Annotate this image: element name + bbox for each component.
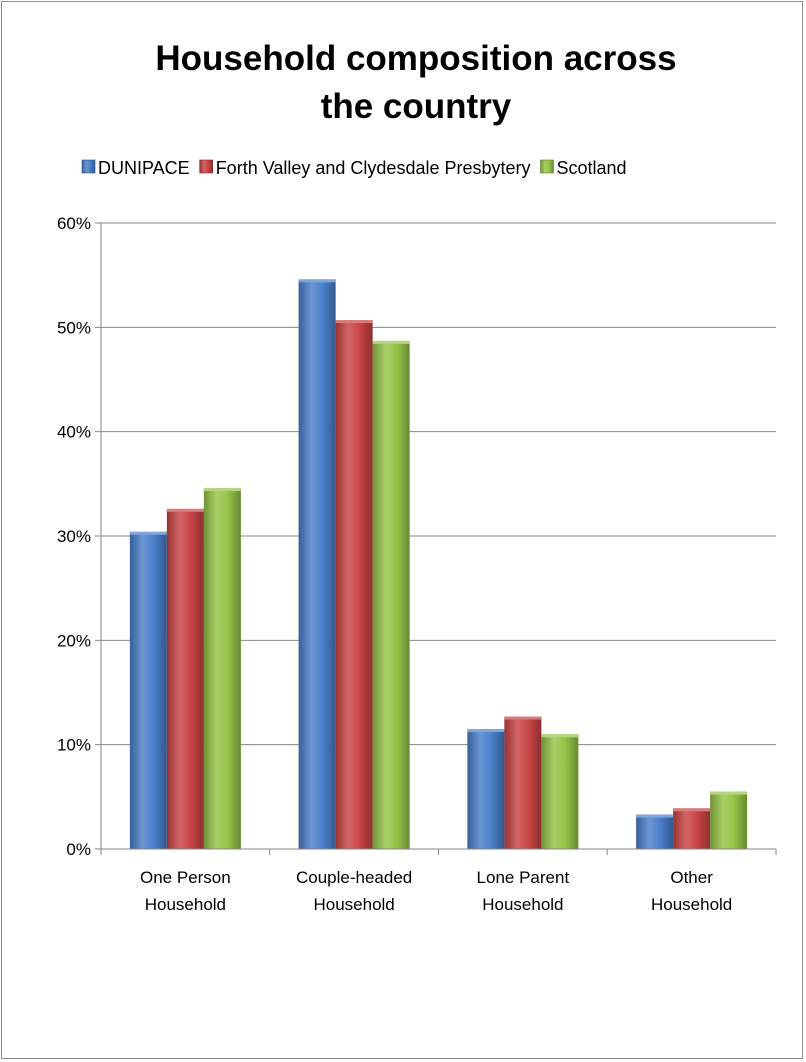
legend-item-scotland: Scotland	[540, 158, 627, 178]
axes	[100, 223, 777, 855]
x-category-label-line: Household	[145, 895, 226, 914]
bar-dunipace-couple-headed-household	[298, 279, 336, 850]
bar-top-highlight	[504, 716, 542, 720]
bar-forth-valley-and-clydesdale-presbytery-other-household	[673, 808, 711, 849]
x-category-label-line: Household	[313, 895, 394, 914]
bar-top-highlight	[166, 508, 204, 512]
x-category-label-line: One Person	[140, 868, 231, 887]
bar-body	[129, 531, 167, 849]
legend-swatch-forth-valley-and-clydesdale-presbytery	[199, 159, 213, 174]
bar-body	[504, 716, 542, 849]
bar-top-highlight	[673, 808, 711, 812]
bar-forth-valley-and-clydesdale-presbytery-couple-headed-household	[335, 320, 373, 849]
x-axis-category-labels: One Person Household Couple-headed Househol…	[140, 868, 732, 914]
chart-title-line-2: the country	[321, 87, 512, 126]
legend-label-dunipace: DUNIPACE	[98, 158, 190, 178]
y-tick-label-50: 50%	[57, 318, 91, 337]
y-tick-label-10: 10%	[57, 736, 91, 755]
x-category-label-other-household: Other Household	[651, 868, 732, 914]
y-tick-label-20: 20%	[57, 631, 91, 650]
bar-scotland-other-household	[710, 791, 748, 849]
legend-item-dunipace: DUNIPACE	[81, 158, 190, 178]
bar-dunipace-other-household	[636, 814, 674, 849]
bar-top-highlight	[636, 814, 674, 818]
chart-title: Household composition across the country	[155, 39, 676, 126]
bar-body	[372, 340, 410, 849]
bar-body	[467, 729, 505, 849]
legend-swatch-dunipace	[81, 159, 96, 174]
x-category-label-line: Household	[482, 895, 563, 914]
bar-forth-valley-and-clydesdale-presbytery-one-person-household	[166, 508, 204, 849]
bar-forth-valley-and-clydesdale-presbytery-lone-parent-household	[504, 716, 542, 849]
y-axis-tick-labels: 0% 10% 20% 30% 40% 50% 60%	[57, 214, 91, 859]
legend-swatch-scotland	[540, 159, 554, 174]
bar-scotland-one-person-household	[203, 488, 241, 849]
legend-label-scotland: Scotland	[557, 158, 627, 178]
x-category-label-line: Lone Parent	[477, 868, 570, 887]
y-tick-label-0: 0%	[66, 840, 91, 859]
bar-top-highlight	[298, 279, 336, 283]
y-tick-label-40: 40%	[57, 423, 91, 442]
x-category-label-one-person-household: One Person Household	[140, 868, 231, 914]
legend-item-forth-valley-and-clydesdale-presbytery: Forth Valley and Clydesdale Presbytery	[199, 158, 531, 178]
x-category-label-lone-parent-household: Lone Parent Household	[477, 868, 570, 914]
x-category-label-couple-headed-household: Couple-headed Household	[296, 868, 412, 914]
chart-title-line-1: Household composition across	[155, 39, 676, 78]
x-category-label-line: Other	[670, 868, 713, 887]
bar-top-highlight	[467, 729, 505, 733]
bar-top-highlight	[335, 320, 373, 324]
legend-label-forth-valley-and-clydesdale-presbytery: Forth Valley and Clydesdale Presbytery	[216, 158, 531, 178]
bar-scotland-lone-parent-household	[541, 734, 579, 849]
x-category-label-line: Couple-headed	[296, 868, 412, 887]
bar-scotland-couple-headed-household	[372, 340, 410, 849]
bars	[129, 279, 748, 850]
bar-body	[673, 808, 711, 849]
bar-body	[166, 508, 204, 849]
bar-body	[541, 734, 579, 849]
bar-body	[335, 320, 373, 849]
bar-top-highlight	[372, 340, 410, 344]
bar-top-highlight	[203, 488, 241, 492]
bar-dunipace-lone-parent-household	[467, 729, 505, 849]
y-tick-label-60: 60%	[57, 214, 91, 233]
y-tick-label-30: 30%	[57, 527, 91, 546]
legend: DUNIPACE Forth Valley and Clydesdale Pres…	[81, 158, 627, 178]
bar-top-highlight	[541, 734, 579, 738]
bar-body	[710, 791, 748, 849]
bar-top-highlight	[710, 791, 748, 795]
bar-body	[298, 279, 336, 850]
bar-body	[203, 488, 241, 849]
x-category-label-line: Household	[651, 895, 732, 914]
bar-dunipace-one-person-household	[129, 531, 167, 849]
bar-body	[636, 814, 674, 849]
bar-top-highlight	[129, 531, 167, 535]
